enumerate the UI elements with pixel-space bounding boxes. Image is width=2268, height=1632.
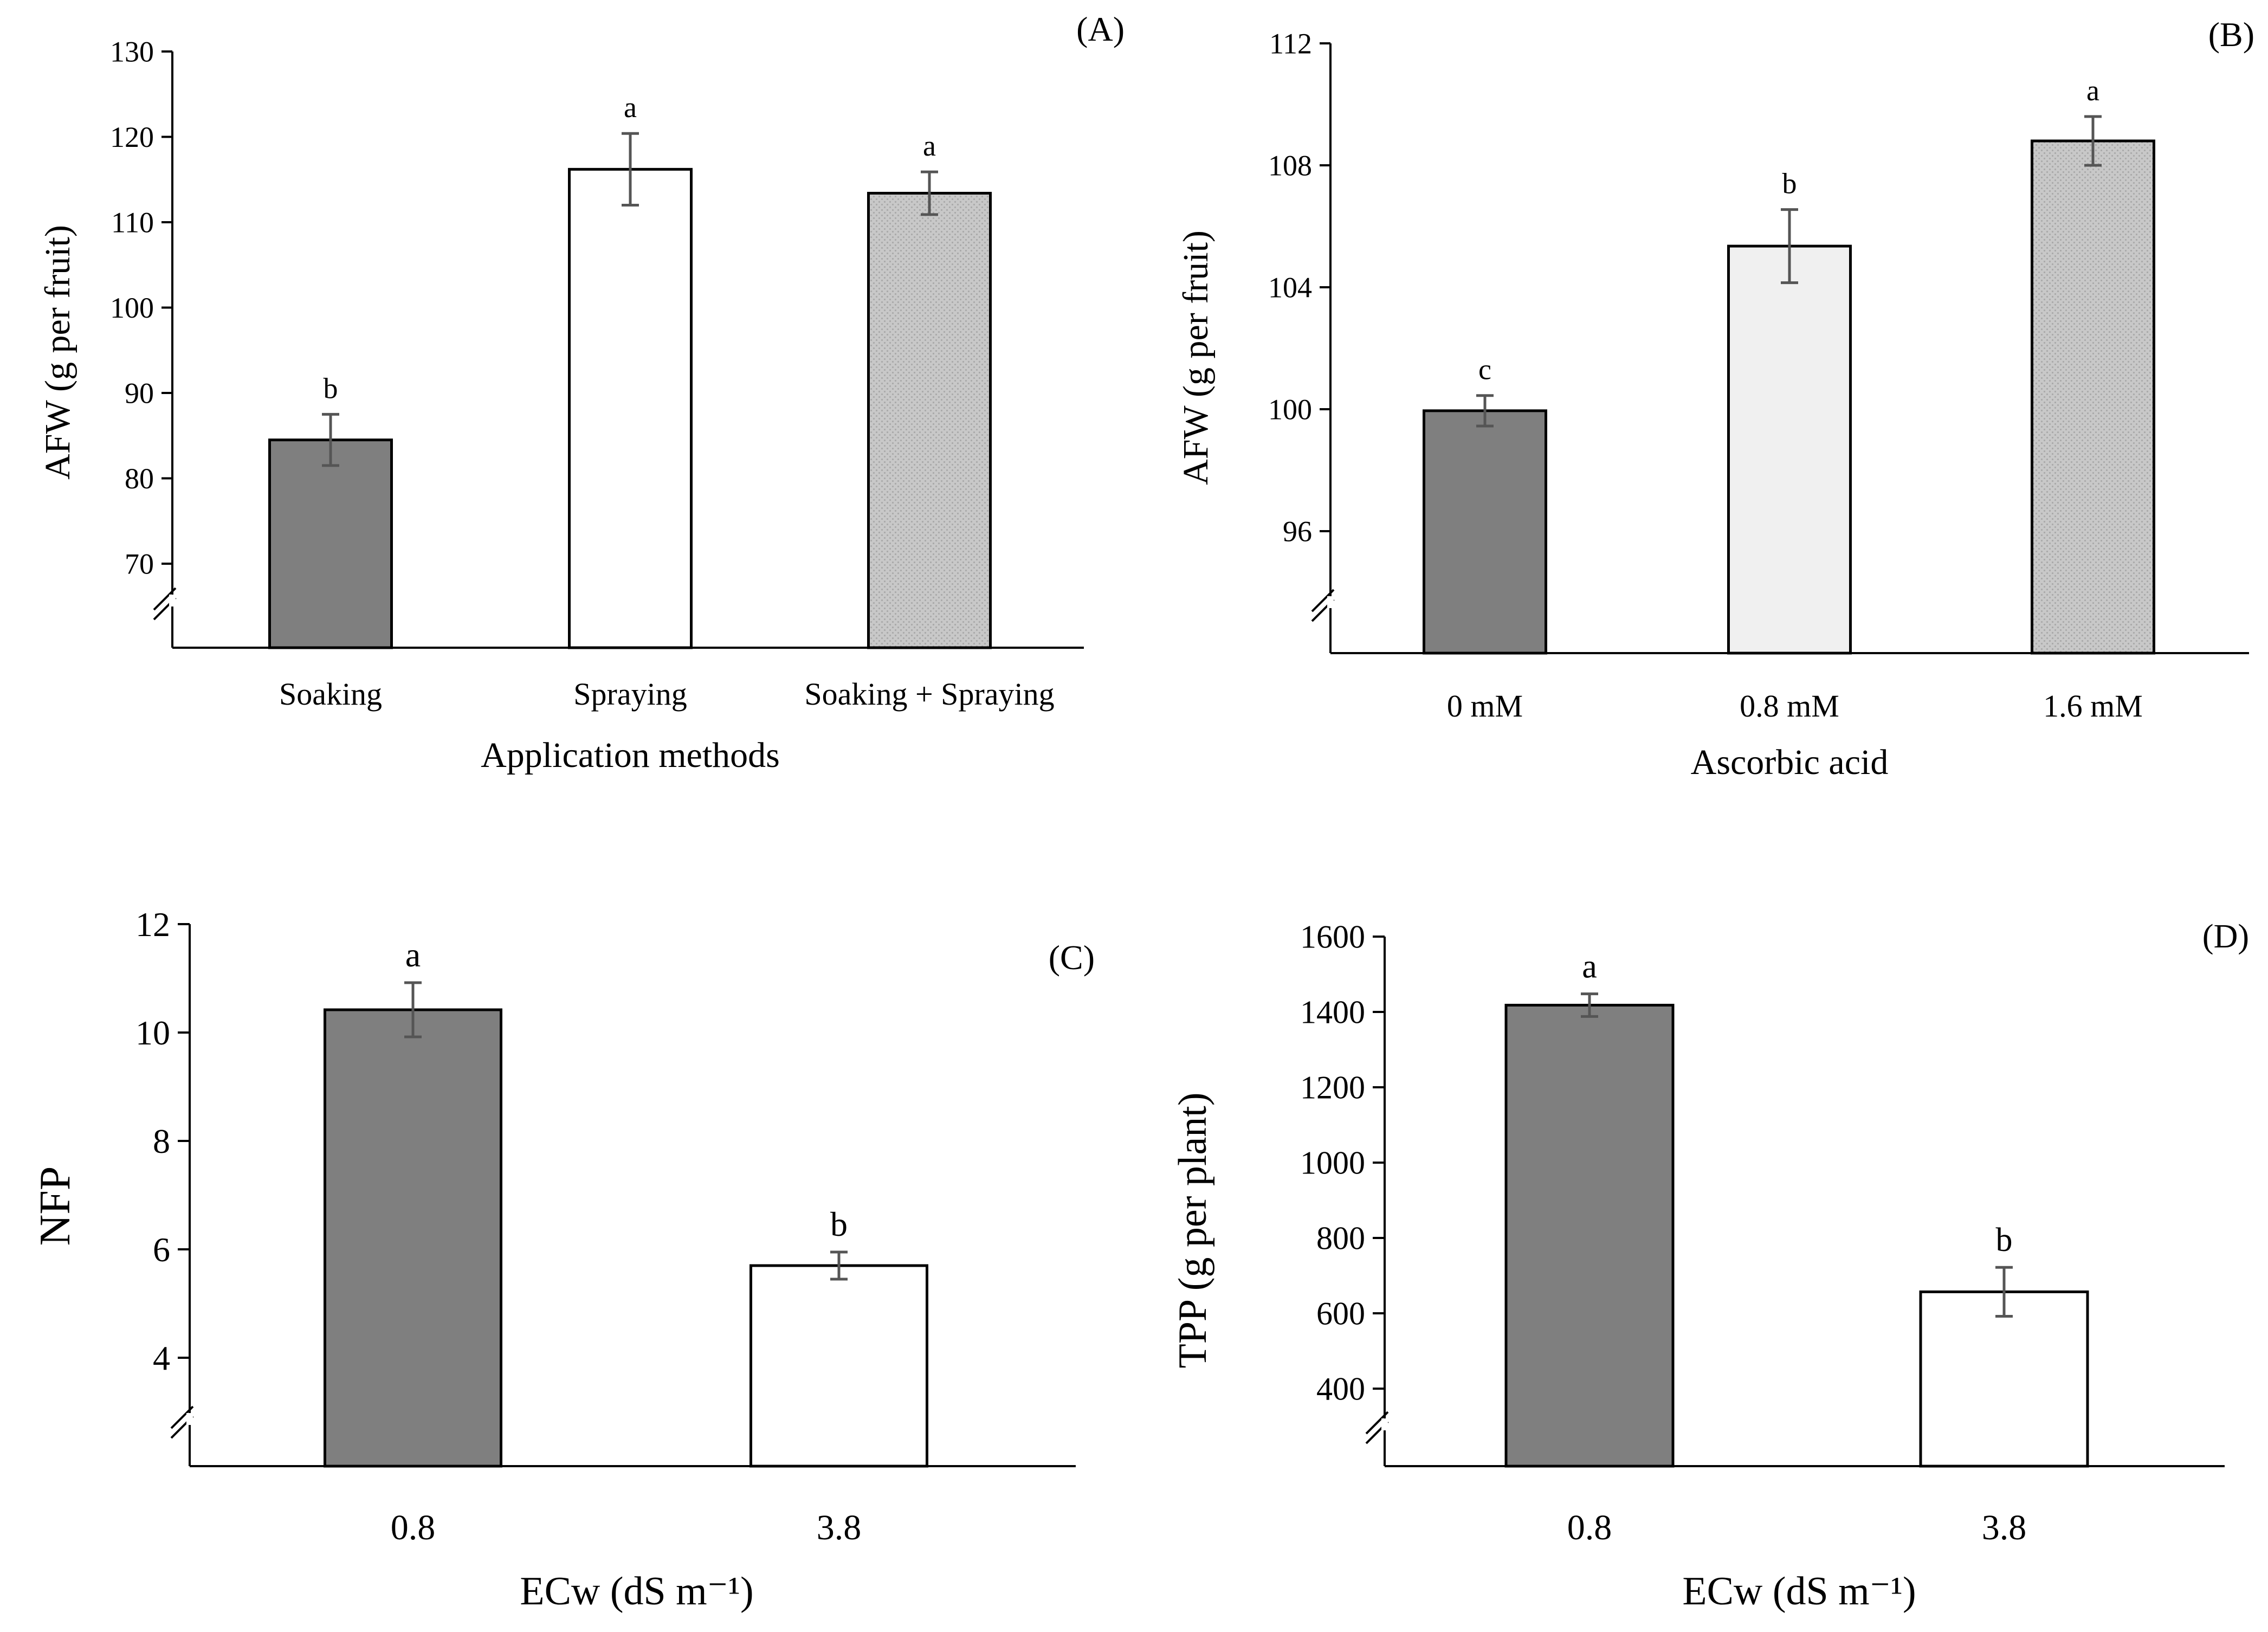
panel-a-significance-letter: b	[324, 372, 338, 404]
panel-a-significance-letter: a	[624, 91, 637, 124]
panel-b-axis-break-gap	[1327, 596, 1334, 608]
panel-b-y-tick-label: 112	[1269, 27, 1312, 60]
panel-d-y-tick-label: 1200	[1300, 1069, 1365, 1105]
panel-a-bar	[867, 191, 992, 649]
panel-b-y-axis-title: AFW (g per fruit)	[1176, 230, 1216, 485]
panel-d-significance-letter: b	[1996, 1222, 2013, 1259]
panel-d-y-tick-label: 400	[1316, 1371, 1365, 1407]
panel-c-error-bar	[404, 981, 422, 1038]
panel-c-significance-letter: b	[830, 1205, 848, 1243]
panel-d-chart: 400 600 800 1000 1200 1400 1600 a 0.8 b 3.8 (D) EC…	[1171, 918, 2249, 1614]
panel-c-y-tick-label: 6	[153, 1230, 170, 1269]
panel-d-y-axis-title: TPP (g per plant)	[1171, 1092, 1215, 1368]
panel-a-y-tick-label: 100	[110, 292, 154, 324]
panel-c-y-tick-label: 12	[135, 905, 170, 944]
panel-b-x-axis-title: Ascorbic acid	[1691, 743, 1889, 782]
panel-d-bar	[1919, 1290, 2089, 1468]
panel-c-y-axis-title: NFP	[31, 1166, 79, 1246]
panel-d-label: (D)	[2202, 918, 2249, 955]
panel-d-y-tick-label: 1600	[1300, 919, 1365, 954]
panel-a-chart: 70 80 90 100 110 120 130 b Soaking a Spraying a Soak…	[38, 10, 1125, 775]
panel-b-bar	[2031, 139, 2155, 655]
panel-a-bar	[268, 438, 393, 649]
panel-b-error-bar	[1781, 208, 1798, 285]
panel-c-error-bar	[830, 1250, 848, 1281]
panel-a-significance-letter: a	[923, 130, 936, 162]
panel-c-bar	[749, 1264, 928, 1468]
panel-d-significance-letter: a	[1582, 949, 1597, 985]
panel-d-error-bar	[1995, 1266, 2013, 1318]
panel-b-chart: 96 100 104 108 112 c 0 mM b 0.8 mM a 1.6 mM (B) As…	[1176, 15, 2254, 782]
panel-a-y-tick-label: 130	[110, 35, 154, 68]
panel-c-category-label: 3.8	[817, 1508, 862, 1547]
panel-d-y-tick-label: 600	[1316, 1295, 1365, 1331]
panel-d-category-label: 0.8	[1567, 1508, 1612, 1547]
panel-a-category-label: Spraying	[573, 676, 687, 712]
panel-b-bar	[1423, 409, 1547, 655]
panel-d-y-tick-label: 1400	[1300, 994, 1365, 1030]
panel-a-category-label: Soaking + Spraying	[804, 676, 1054, 712]
panel-a-error-bar	[622, 132, 639, 207]
panel-a-y-axis-title: AFW (g per fruit)	[38, 225, 77, 480]
panel-d-x-axis-title: ECw (dS m⁻¹)	[1682, 1569, 1916, 1614]
panel-b-significance-letter: b	[1782, 167, 1797, 200]
panel-b-label: (B)	[2208, 15, 2254, 54]
panel-c-bar	[324, 1008, 502, 1468]
panel-d-error-bar	[1581, 992, 1598, 1018]
panel-b-error-bar	[2084, 115, 2102, 167]
panel-a-axis-break-gap	[169, 595, 176, 607]
panel-d-axis-break-gap	[1381, 1418, 1388, 1430]
panel-a-y-tick-label: 120	[110, 121, 154, 153]
panel-b-y-tick-label: 96	[1283, 515, 1312, 547]
panel-c-y-tick-label: 10	[135, 1014, 170, 1052]
panel-c-significance-letter: a	[405, 936, 421, 974]
panel-a-error-bar	[921, 170, 938, 216]
panel-c-label: (C)	[1049, 938, 1095, 977]
panel-b-significance-letter: a	[2086, 74, 2099, 107]
panel-a-error-bar	[322, 412, 339, 467]
panel-a-y-tick-label: 70	[125, 547, 154, 580]
panel-c-y-tick-label: 8	[153, 1122, 170, 1160]
panel-b-category-label: 0 mM	[1447, 688, 1523, 724]
panel-b-significance-letter: c	[1478, 353, 1491, 386]
panel-c-chart: 4 6 8 10 12 a 0.8 b 3.8 (C) ECw (dS m⁻¹) NFP	[31, 905, 1095, 1614]
panel-c-x-axis-title: ECw (dS m⁻¹)	[520, 1569, 753, 1614]
panel-b-y-tick-label: 100	[1268, 393, 1312, 425]
panel-d-bar	[1504, 1003, 1675, 1468]
panel-b-category-label: 0.8 mM	[1740, 688, 1839, 724]
panel-a-y-tick-label: 110	[111, 206, 154, 238]
panel-b-category-label: 1.6 mM	[2043, 688, 2143, 724]
panel-d-y-tick-label: 1000	[1300, 1145, 1365, 1181]
panel-a-x-axis-title: Application methods	[481, 736, 780, 775]
panel-a-y-tick-label: 90	[125, 377, 154, 409]
panel-b-y-tick-label: 108	[1268, 149, 1312, 182]
panel-c-y-tick-label: 4	[153, 1339, 170, 1377]
panel-a-bar	[568, 167, 693, 649]
panel-a-label: (A)	[1076, 10, 1125, 48]
panel-a-category-label: Soaking	[279, 676, 382, 712]
panel-d-category-label: 3.8	[1982, 1508, 2027, 1547]
panel-b-error-bar	[1476, 394, 1494, 428]
panel-a-y-tick-label: 80	[125, 462, 154, 495]
panel-c-category-label: 0.8	[391, 1508, 436, 1547]
panel-c-axis-break-gap	[186, 1413, 193, 1425]
panel-d-y-tick-label: 800	[1316, 1220, 1365, 1256]
panel-b-y-tick-label: 104	[1268, 271, 1312, 304]
panel-b-bar	[1727, 244, 1852, 655]
